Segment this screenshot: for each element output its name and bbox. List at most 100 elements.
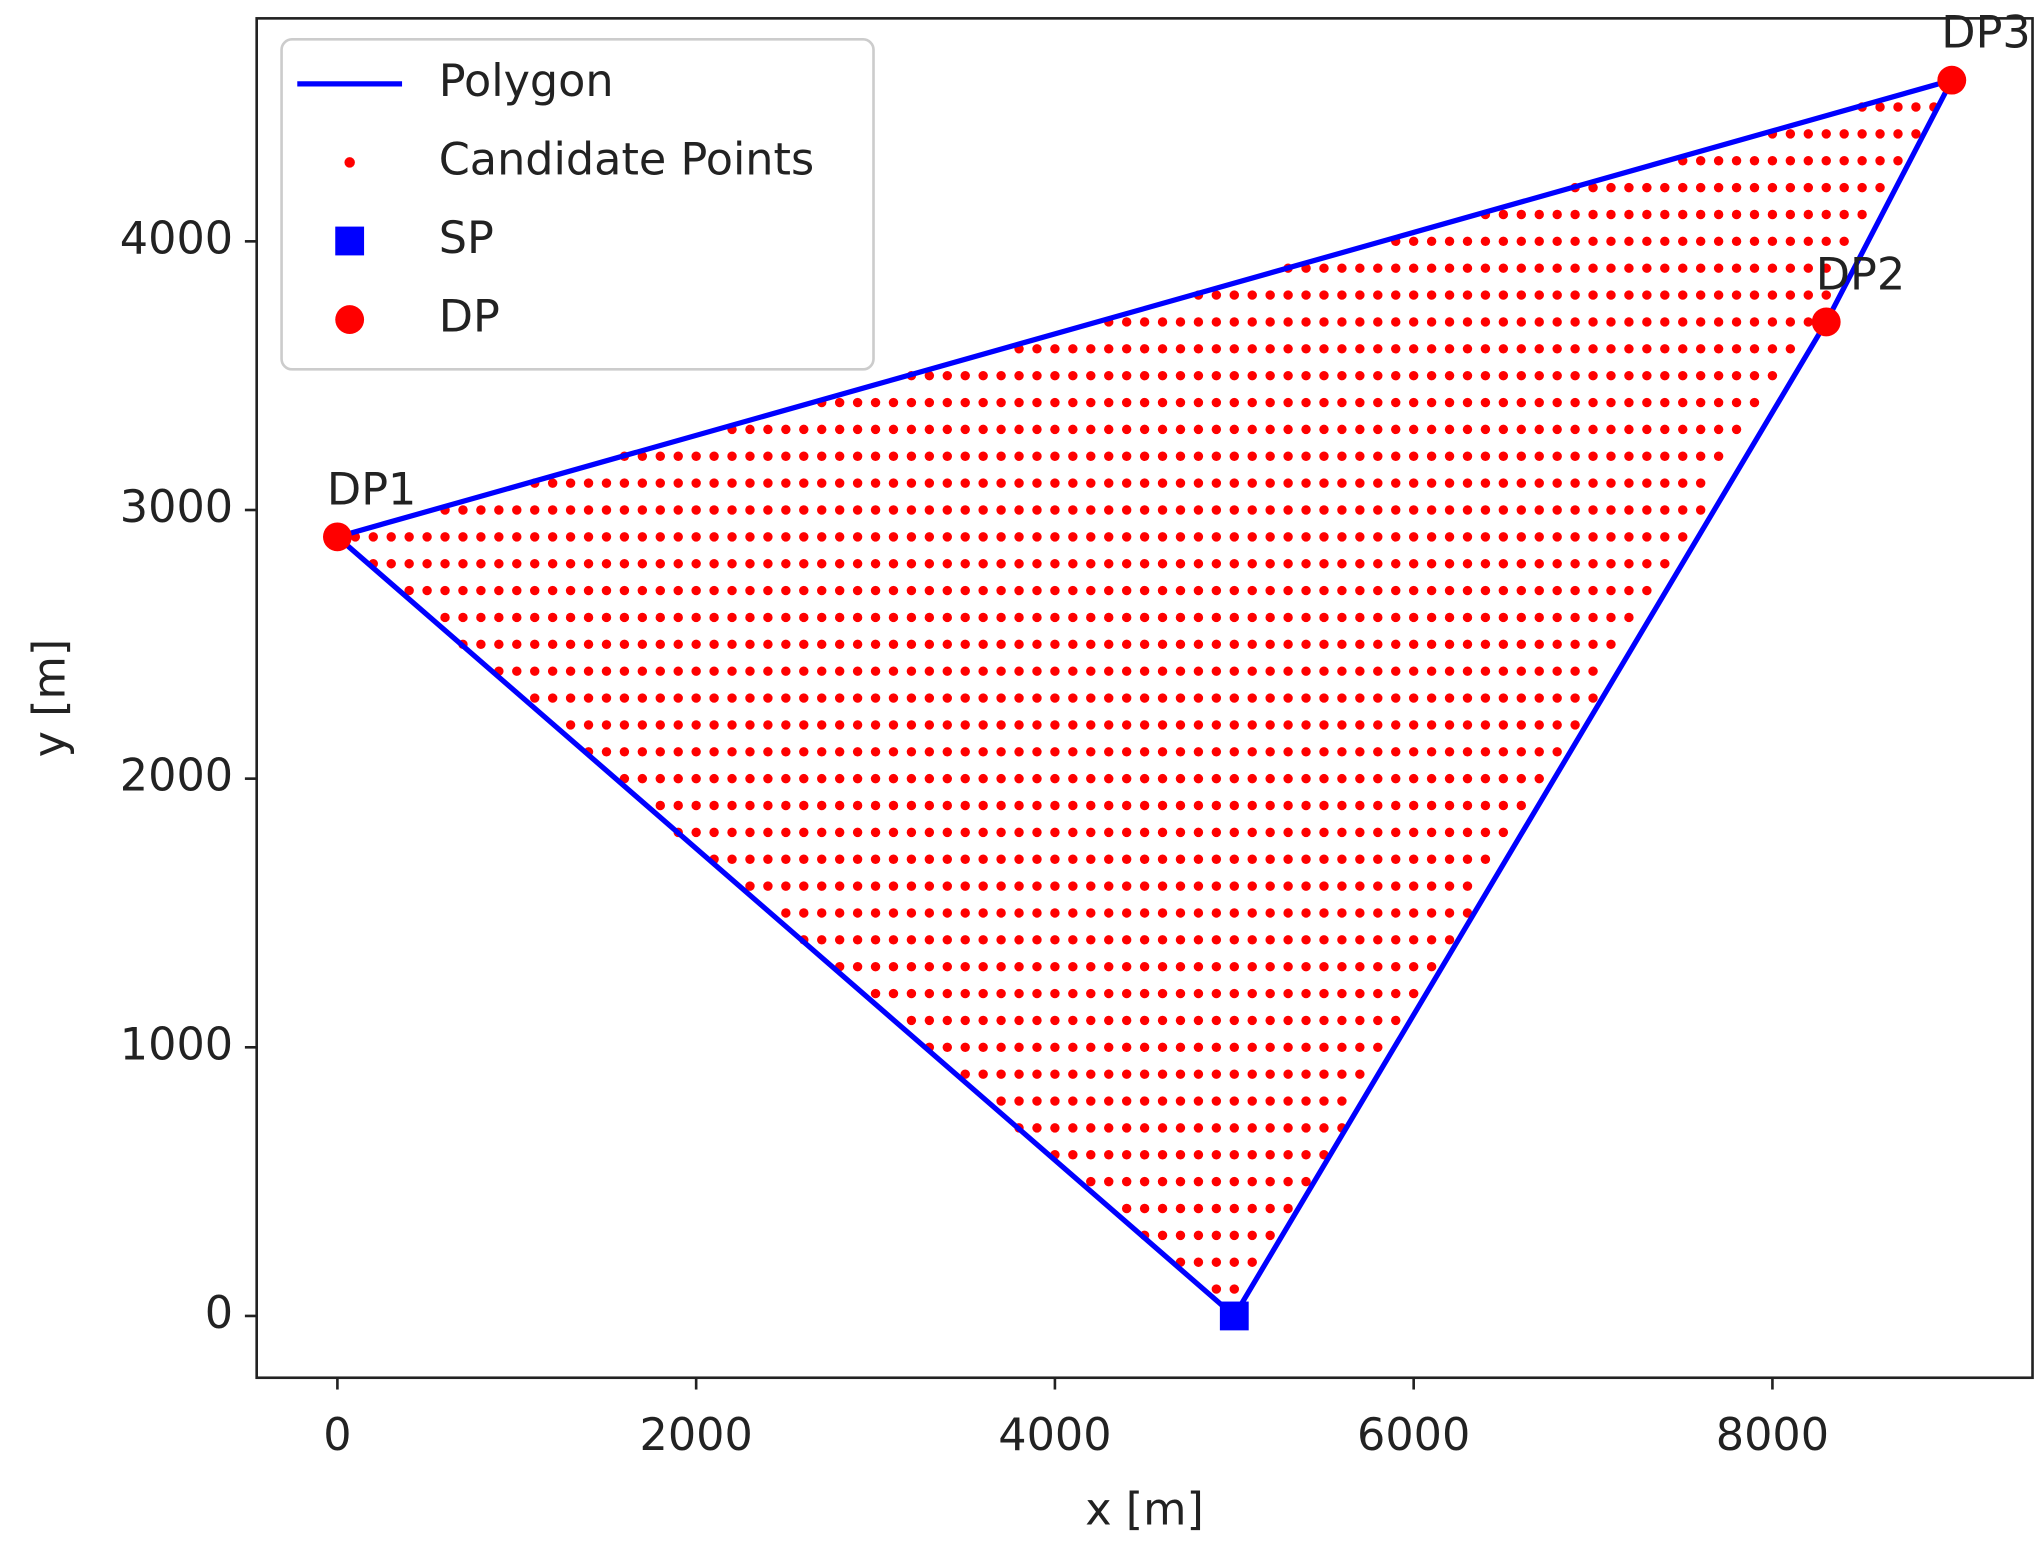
candidate-point <box>1301 1150 1311 1160</box>
candidate-point <box>888 585 899 596</box>
x-tick-label: 2000 <box>640 1410 753 1461</box>
candidate-point <box>745 532 755 542</box>
candidate-point <box>1193 344 1204 354</box>
candidate-point <box>852 961 863 972</box>
candidate-point <box>1731 182 1742 193</box>
candidate-point <box>888 666 899 676</box>
candidate-point <box>1642 532 1652 542</box>
candidate-point <box>1516 397 1527 408</box>
candidate-point <box>1606 182 1616 193</box>
candidate-point <box>1086 961 1096 972</box>
candidate-point <box>1193 747 1204 757</box>
candidate-point <box>1229 451 1240 461</box>
candidate-point <box>1391 532 1401 542</box>
candidate-point <box>763 639 773 650</box>
candidate-point <box>781 854 791 864</box>
candidate-point <box>709 693 719 703</box>
candidate-point <box>655 478 665 488</box>
candidate-point <box>1247 747 1257 757</box>
candidate-point <box>1319 854 1329 864</box>
candidate-point <box>1624 317 1634 327</box>
candidate-point <box>834 747 845 757</box>
candidate-point <box>1624 612 1634 623</box>
candidate-point <box>888 559 899 569</box>
candidate-point <box>1498 236 1509 247</box>
candidate-point <box>996 908 1006 918</box>
candidate-point <box>1444 720 1455 730</box>
candidate-point <box>1839 236 1849 247</box>
candidate-point <box>1893 102 1903 112</box>
candidate-point <box>1570 209 1580 220</box>
candidate-point <box>1534 397 1544 408</box>
candidate-point <box>1157 1150 1168 1160</box>
candidate-point <box>1373 693 1383 703</box>
candidate-point <box>1104 666 1114 676</box>
candidate-point <box>655 451 665 461</box>
candidate-point <box>691 666 701 676</box>
candidate-point <box>1211 1096 1222 1106</box>
candidate-point <box>1552 505 1562 515</box>
candidate-point <box>1606 532 1616 542</box>
candidate-point <box>852 585 863 596</box>
candidate-point <box>1121 612 1132 623</box>
candidate-point <box>1373 532 1383 542</box>
candidate-point <box>1247 1015 1257 1026</box>
candidate-point <box>1642 505 1652 515</box>
candidate-point <box>565 478 576 488</box>
candidate-point <box>1301 1123 1311 1133</box>
candidate-point <box>906 935 917 945</box>
candidate-point <box>1426 559 1437 569</box>
candidate-point <box>834 612 845 623</box>
candidate-point <box>1821 209 1831 220</box>
candidate-point <box>1408 478 1419 488</box>
candidate-point <box>1175 666 1186 676</box>
candidate-point <box>1104 1042 1114 1053</box>
candidate-point <box>817 612 827 623</box>
candidate-point <box>1319 1096 1329 1106</box>
candidate-point <box>745 827 755 838</box>
candidate-point <box>1642 182 1652 193</box>
candidate-point <box>1588 424 1598 435</box>
candidate-point <box>1121 1150 1132 1160</box>
candidate-point <box>1032 532 1042 542</box>
candidate-point <box>1408 988 1419 999</box>
candidate-point <box>1104 827 1114 838</box>
candidate-point <box>1355 559 1365 569</box>
candidate-point <box>1068 612 1078 623</box>
candidate-point <box>1642 559 1652 569</box>
candidate-point <box>924 800 935 811</box>
candidate-point <box>637 505 648 515</box>
candidate-point <box>1373 854 1383 864</box>
candidate-point <box>368 532 378 542</box>
candidate-point <box>1552 290 1562 300</box>
candidate-point <box>817 720 827 730</box>
candidate-point <box>1032 773 1042 784</box>
candidate-point <box>870 666 881 676</box>
candidate-point <box>1121 1096 1132 1106</box>
dp-label: DP3 <box>1941 8 2030 59</box>
candidate-point <box>1749 397 1760 408</box>
candidate-point <box>583 585 594 596</box>
candidate-point <box>727 800 737 811</box>
dp-marker <box>322 522 352 552</box>
candidate-point <box>1337 451 1347 461</box>
candidate-point <box>942 800 953 811</box>
candidate-point <box>1193 1150 1204 1160</box>
candidate-point <box>978 639 988 650</box>
candidate-point <box>1355 1042 1365 1053</box>
candidate-point <box>924 881 935 891</box>
candidate-point <box>834 935 845 945</box>
candidate-point <box>1444 532 1455 542</box>
candidate-point <box>1426 290 1437 300</box>
candidate-point <box>1678 182 1688 193</box>
candidate-point <box>763 800 773 811</box>
candidate-point <box>1319 747 1329 757</box>
candidate-point <box>978 747 988 757</box>
candidate-point <box>1462 317 1473 327</box>
candidate-point <box>1139 344 1150 354</box>
candidate-point <box>404 559 414 569</box>
candidate-point <box>906 773 917 784</box>
candidate-point <box>1211 1203 1222 1214</box>
candidate-point <box>745 854 755 864</box>
candidate-point <box>1588 639 1598 650</box>
